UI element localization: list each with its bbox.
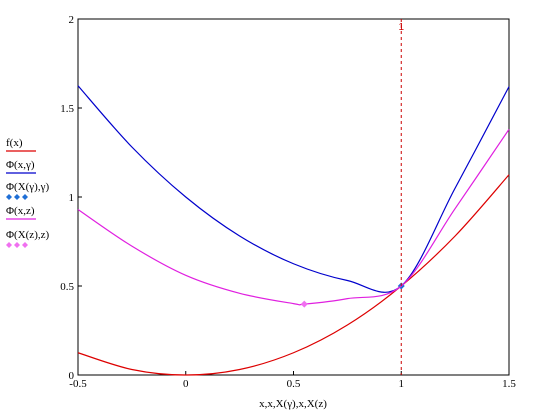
legend-marker <box>6 194 12 200</box>
x-tick-label: 0.5 <box>287 378 301 390</box>
series-0-line <box>77 174 510 376</box>
tick-layer: -0.5 0 0.5 1 1.500.511.52 <box>60 14 516 390</box>
legend: f(x) Φ(x,γ) Φ(X(γ),γ) Φ(x,z) Φ(X(z),z) <box>6 137 49 248</box>
legend-label: Φ(x,γ) <box>6 159 35 171</box>
y-tick-label: 2 <box>69 14 75 26</box>
legend-label: Φ(X(z),z) <box>6 229 49 241</box>
legend-marker <box>6 242 12 248</box>
y-tick-label: 1 <box>69 192 75 204</box>
legend-label: f(x) <box>6 137 23 149</box>
x-axis-label: x,x,X(γ),x,X(z) <box>259 398 327 410</box>
series-layer <box>77 85 510 376</box>
y-tick-label: 1.5 <box>60 103 74 115</box>
plot-area <box>77 18 510 376</box>
legend-marker <box>22 242 28 248</box>
series-1-line <box>77 85 510 293</box>
x-tick-label: 0 <box>183 378 189 390</box>
legend-label: Φ(X(γ),γ) <box>6 181 49 193</box>
legend-marker <box>14 242 20 248</box>
vline-layer: 1 <box>398 19 404 375</box>
vertical-marker-label: 1 <box>398 22 404 33</box>
series-4-point <box>300 300 308 308</box>
y-tick-label: 0.5 <box>60 281 74 293</box>
legend-marker <box>14 194 20 200</box>
legend-label: Φ(x,z) <box>6 205 35 217</box>
x-tick-label: 1.5 <box>502 378 516 390</box>
x-tick-label: -0.5 <box>69 378 87 390</box>
x-tick-label: 1 <box>399 378 405 390</box>
y-tick-label: 0 <box>69 370 75 382</box>
legend-marker <box>22 194 28 200</box>
series-3-line <box>77 129 510 306</box>
